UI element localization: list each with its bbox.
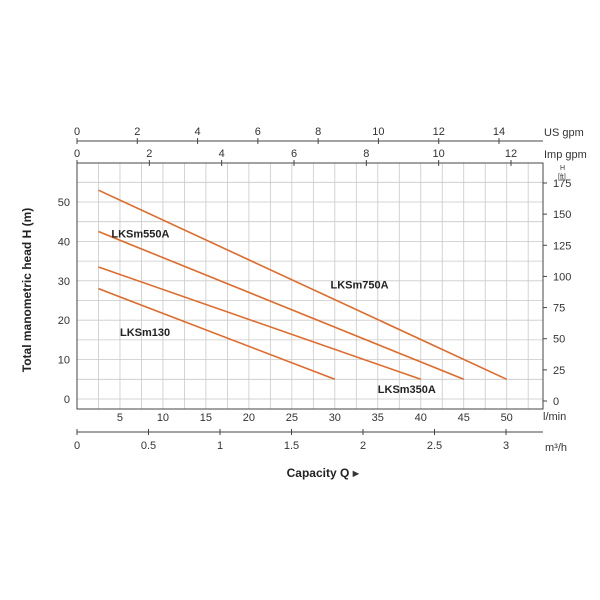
lmin-tick-label: 15 (200, 412, 212, 424)
imp-gpm-tick-label: 8 (363, 148, 369, 160)
y-axis-label: Total manometric head H (m) (20, 208, 34, 372)
lmin-tick-label: 10 (157, 412, 169, 424)
m3h-tick-label: 0 (74, 440, 80, 452)
right-axis-unit-ft: [ft] (558, 174, 566, 181)
series-label-lksm130: LKSm130 (120, 327, 170, 339)
x-axis-arrow-icon: ► (351, 468, 362, 480)
right-tick-label: 50 (553, 334, 565, 346)
y-tick-label: 20 (58, 315, 70, 327)
series-line-lksm350a (98, 266, 422, 381)
us-gpm-tick-label: 12 (433, 126, 445, 138)
lmin-tick-label: 50 (501, 412, 513, 424)
x-axis-us-gpm: 0 2 4 6 8 10 12 14 (74, 126, 543, 144)
right-tick-label: 150 (553, 209, 571, 221)
lmin-tick-label: 45 (458, 412, 470, 424)
series-lines (98, 189, 508, 381)
y-tick-label: 10 (58, 355, 70, 367)
lmin-tick-label: 25 (286, 412, 298, 424)
m3h-unit-label: m³/h (545, 442, 567, 454)
us-gpm-tick-label: 14 (493, 126, 505, 138)
imp-gpm-tick-label: 6 (291, 148, 297, 160)
right-tick-label: 125 (553, 240, 571, 252)
series-line-lksm130 (98, 287, 336, 381)
lmin-tick-label: 20 (243, 412, 255, 424)
series-label-lksm350a: LKSm350A (378, 384, 436, 396)
series-label-lksm550a: LKSm550A (111, 228, 169, 240)
y-tick-label: 30 (58, 276, 70, 288)
us-gpm-tick-label: 8 (315, 126, 321, 138)
lmin-unit-label: l/min (543, 411, 566, 423)
m3h-tick-label: 3 (503, 440, 509, 452)
x-axis-lmin-ticks: 5 10 15 20 25 30 35 40 45 50 (117, 412, 513, 424)
imp-gpm-tick-label: 2 (146, 148, 152, 160)
m3h-tick-label: 0.5 (141, 440, 156, 452)
right-tick-label: 75 (553, 303, 565, 315)
x-axis-imp-gpm: 0 2 4 6 8 10 12 (74, 148, 543, 166)
imp-gpm-unit-label: Imp gpm (544, 149, 587, 161)
imp-gpm-tick-label: 12 (505, 148, 517, 160)
imp-gpm-tick-label: 4 (219, 148, 225, 160)
imp-gpm-tick-label: 10 (433, 148, 445, 160)
m3h-tick-label: 2.5 (427, 440, 442, 452)
plot-frame (76, 162, 544, 410)
right-tick-label: 175 (553, 178, 571, 190)
us-gpm-tick-label: 2 (134, 126, 140, 138)
us-gpm-tick-label: 6 (255, 126, 261, 138)
lmin-tick-label: 5 (117, 412, 123, 424)
us-gpm-tick-label: 0 (74, 126, 80, 138)
lmin-tick-label: 40 (415, 412, 427, 424)
y-tick-label: 40 (58, 236, 70, 248)
series-labels: LKSm750A LKSm550A LKSm350A LKSm130 (111, 228, 436, 396)
m3h-tick-label: 1.5 (284, 440, 299, 452)
us-gpm-tick-label: 4 (195, 126, 201, 138)
us-gpm-unit-label: US gpm (544, 127, 584, 139)
lmin-tick-label: 30 (329, 412, 341, 424)
series-line-lksm750a (98, 189, 508, 381)
us-gpm-tick-label: 10 (372, 126, 384, 138)
right-axis-unit-h: H (560, 165, 565, 172)
m3h-tick-label: 1 (217, 440, 223, 452)
imp-gpm-tick-label: 0 (74, 148, 80, 160)
right-tick-label: 0 (553, 396, 559, 408)
series-label-lksm750a: LKSm750A (331, 280, 389, 292)
lmin-tick-label: 35 (372, 412, 384, 424)
m3h-tick-label: 2 (360, 440, 366, 452)
y-tick-label: 0 (64, 394, 70, 406)
y-axis-ticks: 0 10 20 30 40 50 (58, 197, 70, 406)
right-axis-ticks: 0 25 50 75 100 125 150 175 (543, 178, 571, 408)
series-line-lksm550a (98, 230, 465, 381)
right-tick-label: 25 (553, 365, 565, 377)
y-tick-label: 50 (58, 197, 70, 209)
x-axis-m3h: 0 0.5 1 1.5 2 2.5 3 (74, 429, 543, 452)
right-tick-label: 100 (553, 271, 571, 283)
grid (77, 163, 543, 409)
x-axis-label: Capacity Q (287, 466, 350, 480)
